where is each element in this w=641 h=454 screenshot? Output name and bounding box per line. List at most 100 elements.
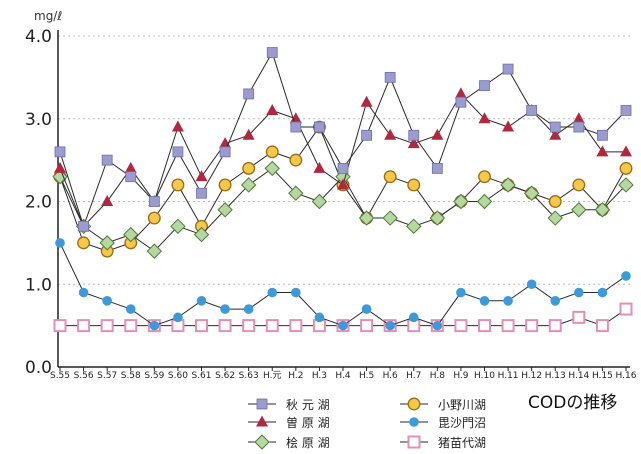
data-point bbox=[478, 170, 491, 184]
data-point bbox=[619, 302, 633, 316]
y-tick-label: 3.0 bbox=[25, 110, 52, 130]
x-tick-label: H.9 bbox=[453, 371, 468, 381]
data-point bbox=[101, 195, 114, 206]
x-tick-label: S.59 bbox=[144, 371, 164, 381]
legend-item: 猪苗代湖 bbox=[400, 435, 486, 450]
data-point bbox=[217, 202, 233, 218]
series-layer bbox=[52, 47, 634, 333]
data-point bbox=[125, 171, 137, 183]
data-point bbox=[361, 304, 372, 314]
data-point bbox=[338, 320, 348, 331]
data-point bbox=[193, 226, 210, 243]
x-tick-label: H.2 bbox=[288, 371, 303, 381]
data-point bbox=[479, 296, 490, 306]
data-point bbox=[361, 129, 372, 141]
data-point bbox=[220, 304, 230, 314]
legend-marker bbox=[254, 434, 270, 450]
data-point bbox=[291, 287, 301, 298]
data-point bbox=[146, 243, 163, 259]
x-tick-label: H.7 bbox=[406, 371, 421, 381]
data-point bbox=[408, 312, 419, 323]
x-tick-label: H.12 bbox=[521, 371, 542, 381]
data-point bbox=[360, 95, 373, 107]
series-line bbox=[59, 93, 626, 228]
data-point bbox=[289, 112, 302, 124]
data-point bbox=[52, 168, 68, 185]
data-point bbox=[264, 160, 280, 177]
data-point bbox=[266, 47, 278, 58]
data-point bbox=[265, 145, 279, 159]
data-point bbox=[549, 121, 561, 133]
data-point bbox=[242, 161, 256, 175]
data-point bbox=[384, 71, 396, 83]
data-point bbox=[502, 120, 515, 132]
y-tick-label: 1.0 bbox=[25, 275, 52, 295]
data-point bbox=[456, 287, 466, 298]
data-point bbox=[240, 177, 257, 193]
y-tick-label: 4.0 bbox=[25, 27, 52, 47]
data-point bbox=[548, 195, 562, 208]
data-point bbox=[572, 178, 586, 192]
x-tick-label: S.57 bbox=[97, 371, 117, 381]
data-point bbox=[243, 304, 254, 314]
data-point bbox=[171, 178, 185, 192]
data-point bbox=[526, 105, 538, 116]
data-point bbox=[172, 146, 184, 158]
data-point bbox=[196, 296, 207, 306]
data-point bbox=[431, 162, 443, 174]
data-point bbox=[454, 87, 467, 99]
data-point bbox=[314, 121, 325, 133]
x-tick-label: S.56 bbox=[74, 371, 94, 381]
x-tick-label: H.13 bbox=[545, 371, 566, 381]
data-point bbox=[173, 312, 183, 323]
data-point bbox=[407, 137, 420, 149]
data-point bbox=[55, 238, 65, 248]
data-point bbox=[149, 320, 160, 331]
data-point bbox=[54, 161, 66, 173]
chart-title: CODの推移 bbox=[528, 393, 617, 413]
data-point bbox=[289, 319, 303, 333]
data-point bbox=[77, 236, 91, 250]
series-5 bbox=[55, 238, 631, 331]
data-point bbox=[621, 271, 631, 281]
data-point bbox=[242, 319, 256, 333]
data-point bbox=[337, 178, 349, 190]
legend-marker bbox=[407, 397, 421, 411]
data-point bbox=[125, 304, 136, 314]
data-point bbox=[337, 162, 349, 174]
data-point bbox=[525, 319, 539, 333]
legend-marker bbox=[407, 435, 421, 449]
legend-label: 曽 原 湖 bbox=[286, 415, 330, 430]
x-tick-label: S.58 bbox=[121, 371, 141, 381]
data-point bbox=[311, 193, 328, 210]
x-tick-label: S.60 bbox=[168, 371, 188, 381]
legend-label: 毘沙門沼 bbox=[438, 416, 486, 430]
data-point bbox=[170, 218, 186, 235]
data-point bbox=[429, 210, 446, 226]
data-point bbox=[171, 120, 184, 132]
data-point bbox=[597, 287, 608, 298]
data-point bbox=[382, 210, 398, 226]
data-point bbox=[432, 320, 443, 331]
data-point bbox=[407, 178, 421, 192]
series-3 bbox=[52, 160, 634, 259]
data-point bbox=[550, 296, 561, 306]
data-point bbox=[243, 88, 255, 100]
data-point bbox=[267, 287, 278, 298]
data-point bbox=[195, 319, 208, 333]
data-point bbox=[455, 96, 467, 108]
data-point bbox=[594, 202, 611, 218]
data-point bbox=[383, 170, 397, 184]
x-tick-label: S.55 bbox=[50, 371, 70, 381]
data-point bbox=[147, 211, 161, 225]
x-tick-label: H.元 bbox=[263, 371, 281, 381]
data-point bbox=[242, 128, 255, 140]
data-point bbox=[479, 80, 490, 92]
legend-marker bbox=[409, 417, 419, 427]
data-point bbox=[523, 185, 540, 201]
data-point bbox=[266, 103, 279, 115]
data-point bbox=[77, 319, 91, 333]
data-point bbox=[124, 161, 137, 173]
data-point bbox=[219, 146, 231, 158]
